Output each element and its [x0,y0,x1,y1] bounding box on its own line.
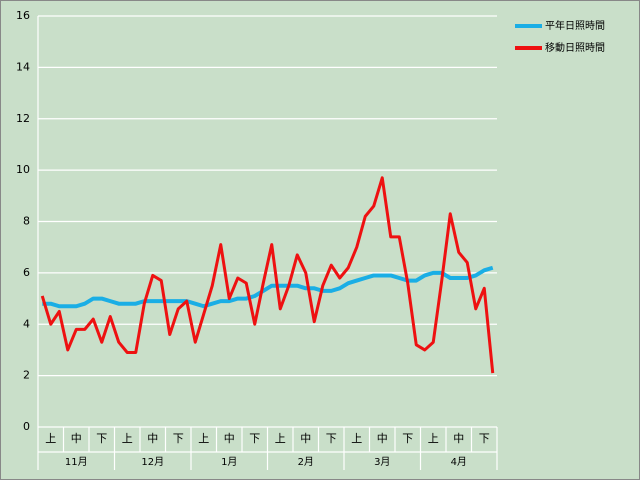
y-tick-label: 14 [16,60,30,73]
x-tick-label: 中 [377,432,388,445]
x-tick-label: 中 [71,432,82,445]
x-group-label: 11月 [65,456,88,468]
x-group-label: 2月 [298,456,314,468]
y-tick-label: 4 [23,317,30,330]
y-tick-label: 2 [23,369,30,382]
y-tick-label: 10 [16,163,30,176]
x-tick-label: 下 [402,432,413,445]
series-line [42,265,494,309]
x-tick-label: 上 [351,432,362,445]
legend-label: 平年日照時間 [545,19,605,32]
x-tick-label: 上 [275,432,286,445]
x-tick-label: 上 [428,432,439,445]
y-tick-label: 6 [23,266,30,279]
x-tick-label: 中 [224,432,235,445]
y-tick-label: 0 [23,420,30,433]
series-line [40,176,495,374]
x-tick-label: 上 [198,432,209,445]
x-tick-label: 下 [96,432,107,445]
legend-label: 移動日照時間 [545,41,605,54]
x-group-label: 12月 [141,456,164,468]
x-tick-label: 下 [479,432,490,445]
x-tick-label: 下 [173,432,184,445]
x-group-label: 1月 [221,456,237,468]
x-group-label: 4月 [451,456,467,468]
x-tick-label: 中 [453,432,464,445]
y-tick-label: 16 [16,9,30,22]
x-tick-label: 上 [45,432,56,445]
y-tick-label: 8 [23,215,30,228]
x-tick-label: 中 [147,432,158,445]
y-tick-label: 12 [16,112,30,125]
x-group-label: 3月 [374,456,390,468]
x-tick-label: 上 [122,432,133,445]
x-tick-label: 下 [326,432,337,445]
x-tick-label: 下 [249,432,260,445]
x-tick-label: 中 [300,432,311,445]
